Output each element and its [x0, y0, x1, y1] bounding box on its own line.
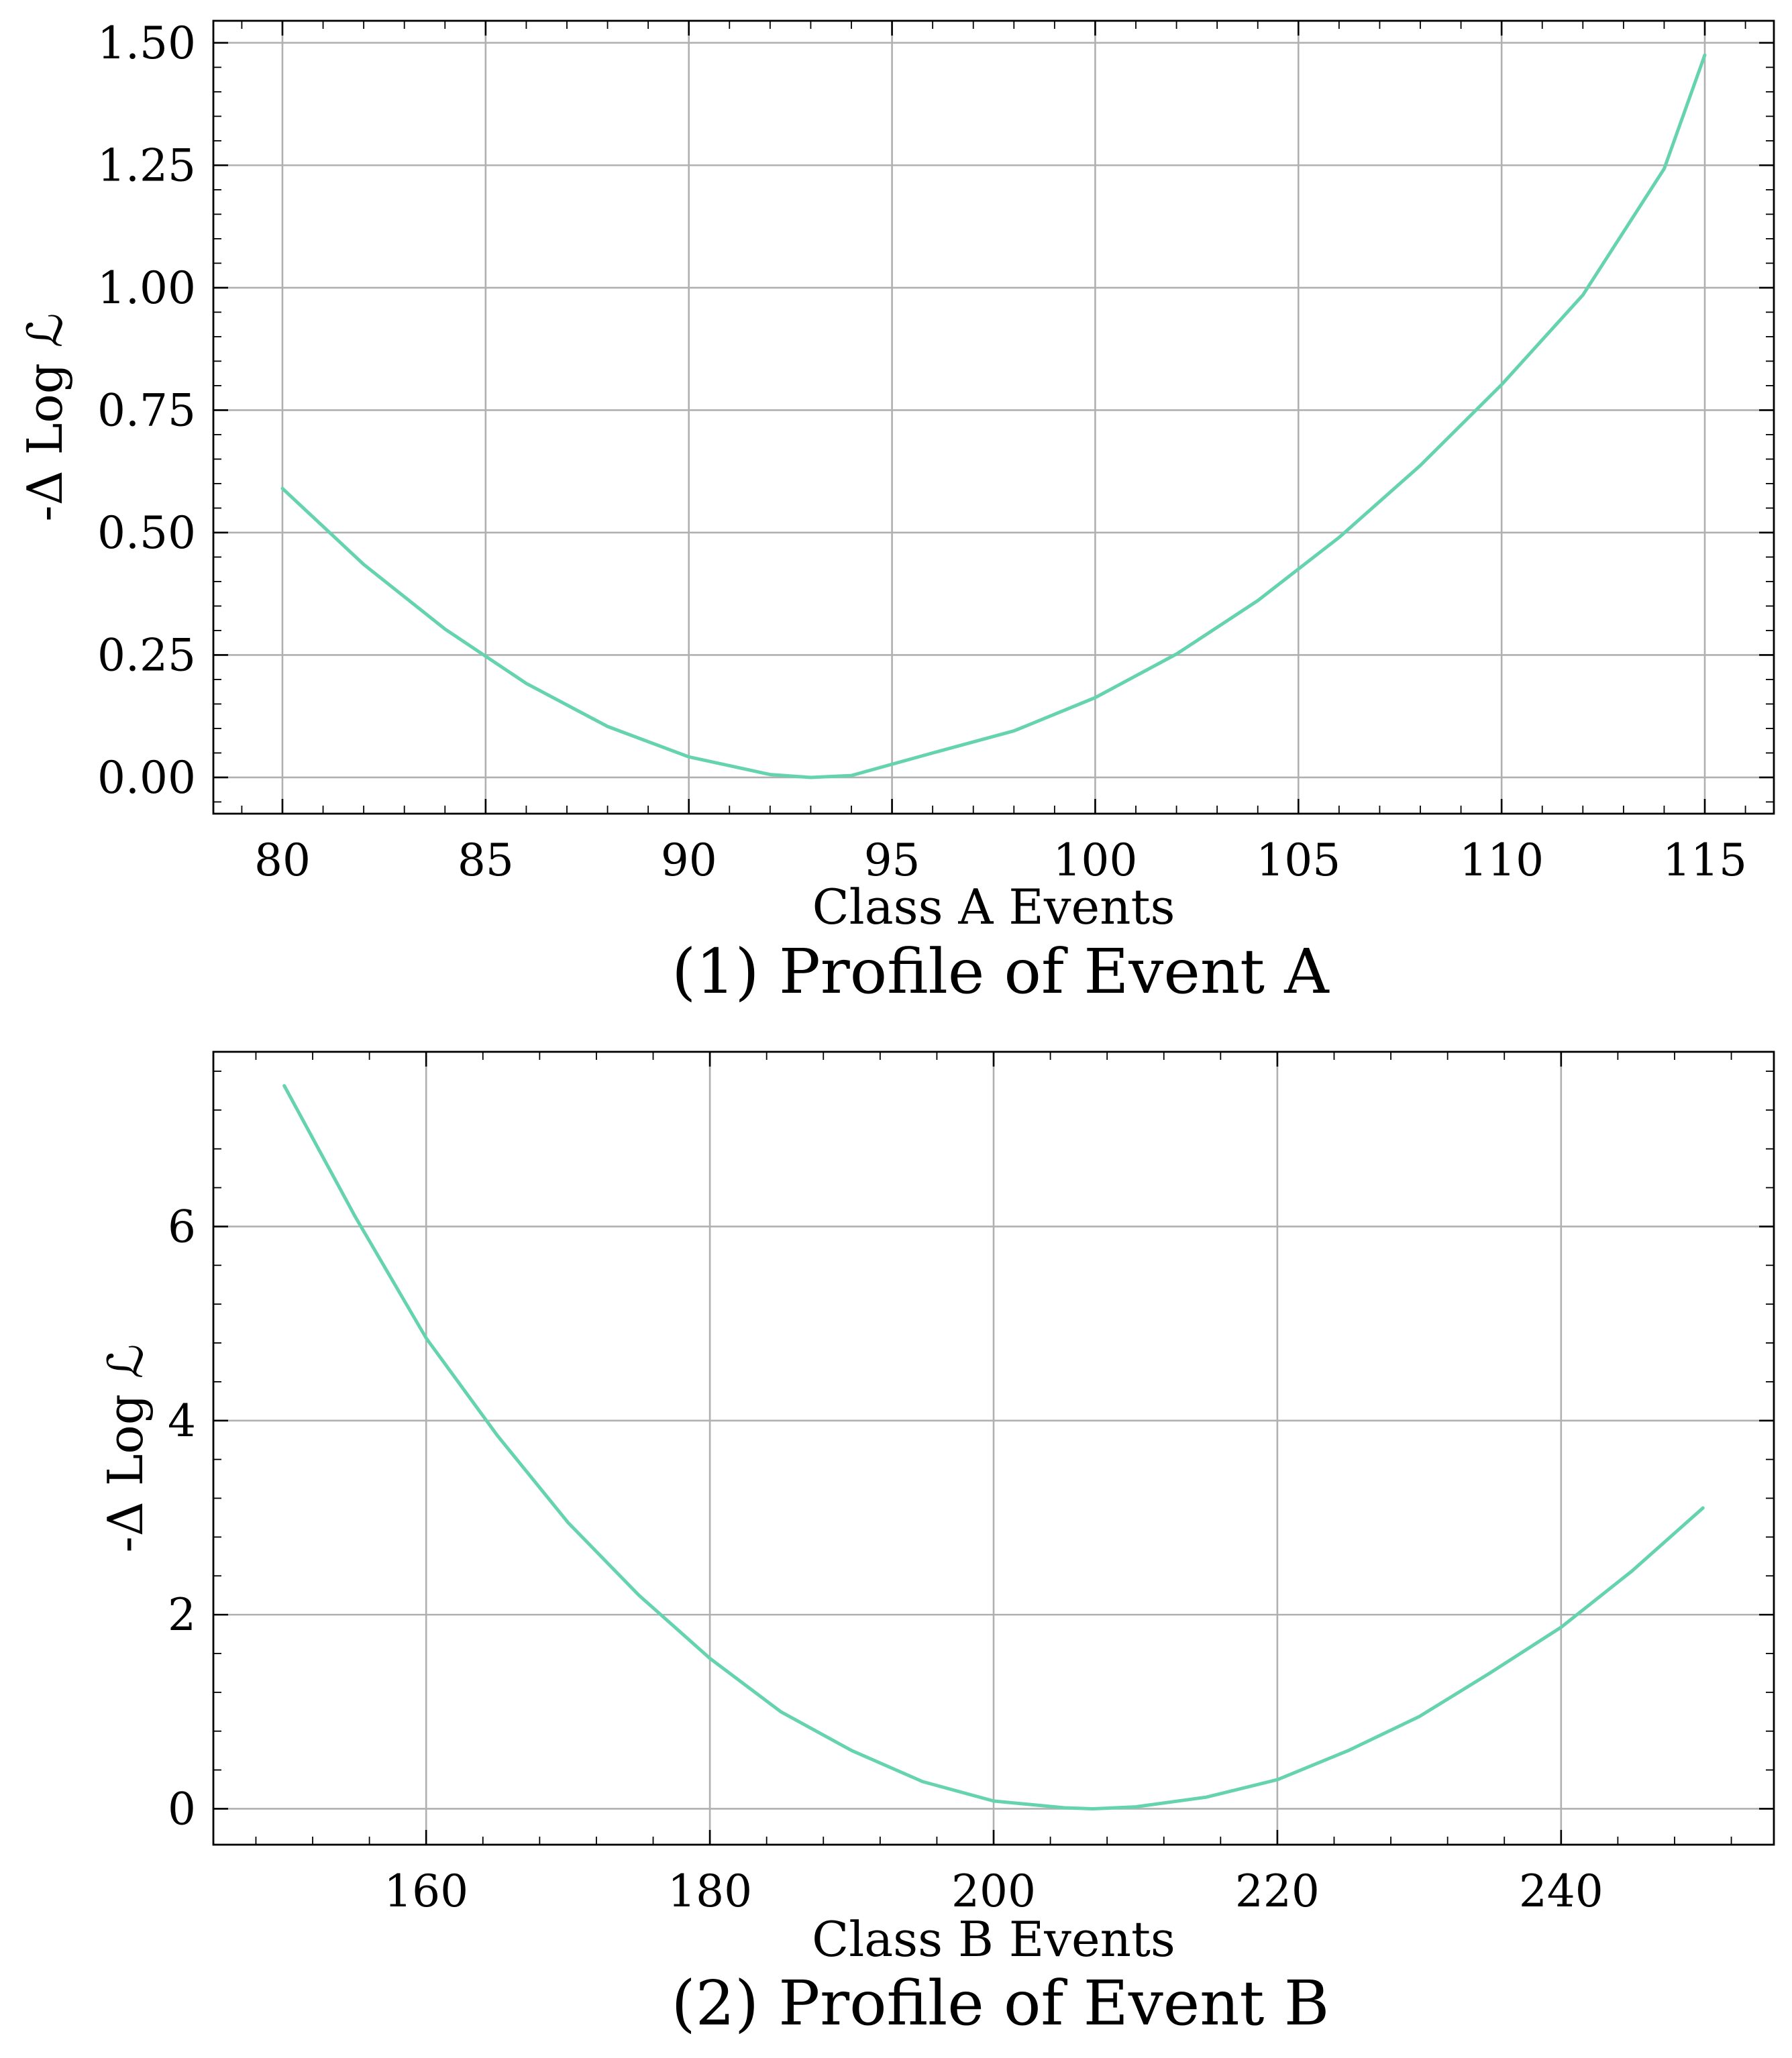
y-tick-label: 0.75 — [97, 384, 196, 436]
x-tick-label: 200 — [951, 1865, 1036, 1917]
x-tick-label: 160 — [384, 1865, 468, 1917]
chart-event-a: 80 85 90 95 100 105 110 115 0.00 0.25 0.50 0.75 1.00… — [17, 17, 1775, 1008]
y-tick-label: 0.00 — [97, 752, 196, 804]
x-tick-label: 95 — [864, 834, 920, 886]
plot-frame — [212, 1050, 1775, 1846]
y-axis-label: -Δ Log ℒ — [17, 313, 73, 521]
x-tick-label: 90 — [661, 834, 717, 886]
y-tick-label: 6 — [168, 1201, 196, 1252]
chart-caption: (2) Profile of Event B — [672, 1967, 1330, 2039]
y-tick-label: 2 — [168, 1589, 196, 1641]
x-axis-label: Class A Events — [812, 879, 1175, 935]
y-tick-label: 0.25 — [97, 629, 196, 681]
x-tick-label: 80 — [254, 834, 311, 886]
y-tick-label: 1.25 — [97, 140, 196, 191]
chart-event-b: 160 180 200 220 240 0 2 4 6 Class B Events -Δ Log … — [97, 1050, 1775, 2039]
grid — [213, 21, 1774, 814]
x-tick-label: 85 — [458, 834, 514, 886]
x-tick-label: 115 — [1663, 834, 1747, 886]
y-axis-label: -Δ Log ℒ — [97, 1344, 154, 1552]
x-tick-label: 100 — [1053, 834, 1137, 886]
plot-frame — [212, 19, 1775, 815]
ticks — [213, 1052, 1774, 1845]
x-tick-label: 240 — [1519, 1865, 1603, 1917]
series-line — [280, 53, 1707, 779]
x-tick-label: 180 — [668, 1865, 752, 1917]
y-tick-label: 0 — [168, 1783, 196, 1835]
y-tick-label: 0.50 — [97, 507, 196, 559]
ticks — [213, 21, 1774, 814]
x-tick-label: 110 — [1459, 834, 1544, 886]
series-line — [282, 1084, 1705, 1810]
y-tick-label: 4 — [168, 1395, 196, 1447]
x-tick-label: 220 — [1235, 1865, 1320, 1917]
y-tick-label: 1.50 — [97, 17, 196, 69]
chart-caption: (1) Profile of Event A — [672, 936, 1330, 1008]
x-axis-label: Class B Events — [812, 1911, 1175, 1967]
x-tick-label: 105 — [1256, 834, 1340, 886]
y-tick-label: 1.00 — [97, 262, 196, 314]
grid — [213, 1052, 1774, 1845]
